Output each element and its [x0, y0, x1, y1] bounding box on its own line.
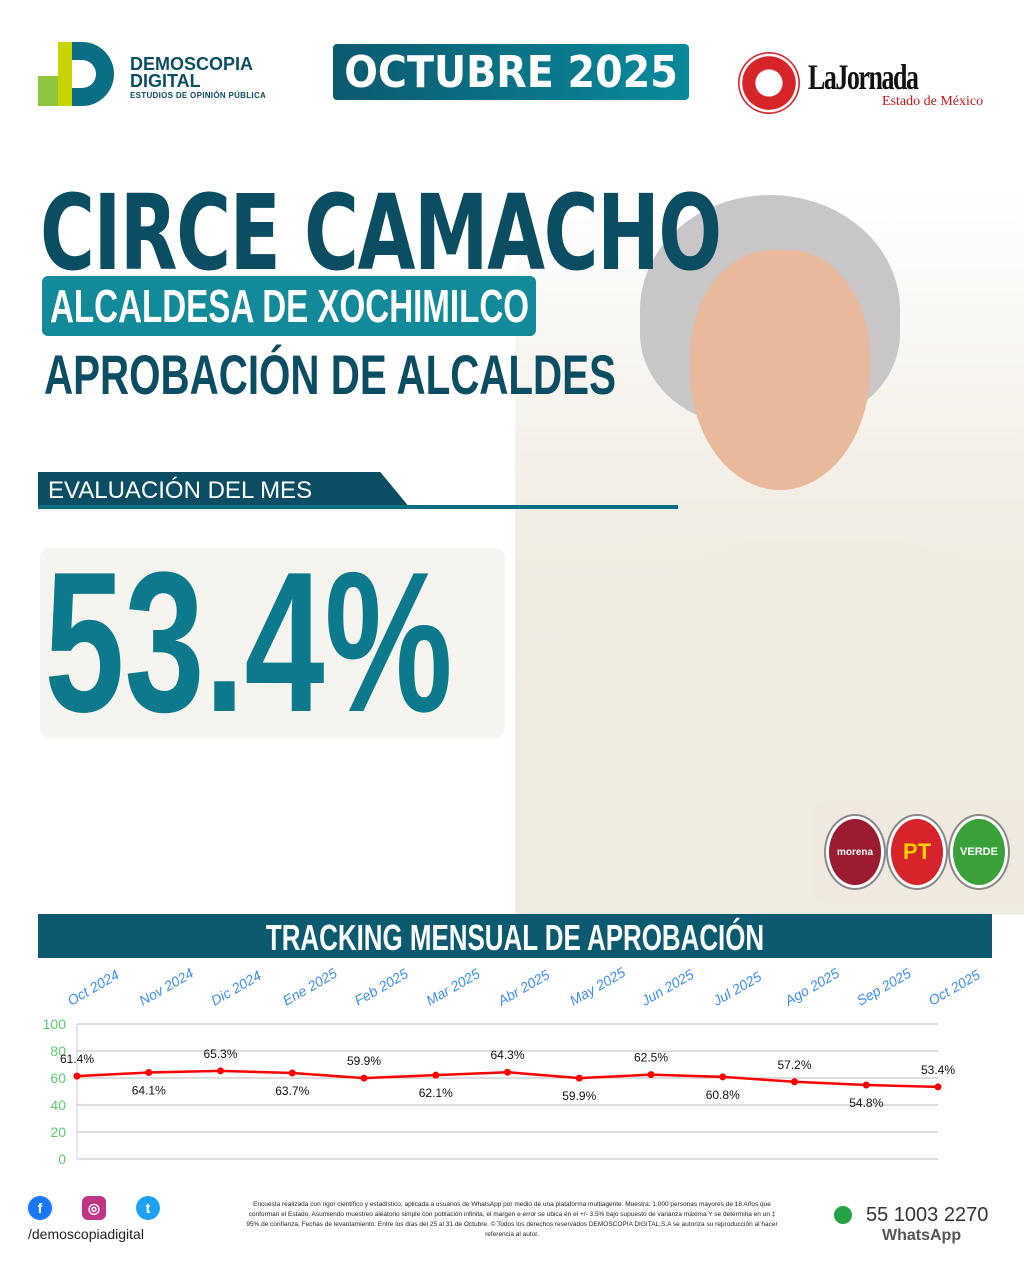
x-tick-label: Ene 2025	[280, 965, 340, 1009]
social-handle[interactable]: /demoscopiadigital	[28, 1226, 144, 1242]
x-tick-label: Jun 2025	[638, 966, 697, 1009]
data-label: 62.1%	[419, 1086, 453, 1100]
facebook-icon[interactable]: f	[28, 1196, 52, 1220]
x-tick-label: Oct 2025	[926, 966, 983, 1008]
person-name: CIRCE CAMACHO	[40, 172, 722, 294]
data-point	[360, 1074, 368, 1082]
chart-area: 0 20 40 60 80 100 Oct 2024 Nov 2024 Dic 2024 Ene …	[38, 958, 992, 1170]
data-label: 59.9%	[347, 1054, 381, 1068]
y-tick-label: 80	[50, 1043, 66, 1059]
instagram-icon[interactable]: ◎	[82, 1196, 106, 1220]
data-label: 54.8%	[849, 1096, 883, 1110]
line-chart: 0 20 40 60 80 100 Oct 2024 Nov 2024 Dic 2024 Ene …	[43, 964, 983, 1167]
chart-title: TRACKING MENSUAL DE APROBACIÓN	[38, 914, 992, 958]
pt-logo: PT	[888, 816, 946, 888]
brand-line2: DIGITAL	[130, 71, 201, 91]
x-tick-label: Abr 2025	[494, 966, 552, 1009]
role-text: ALCALDESA DE XOCHIMILCO	[50, 280, 530, 332]
x-tick-label: Dic 2024	[208, 967, 264, 1009]
data-point	[719, 1073, 727, 1081]
x-tick-label: Ago 2025	[781, 965, 842, 1009]
brand-line1: DEMOSCOPIA	[130, 54, 254, 74]
x-tick-label: Sep 2025	[854, 965, 914, 1009]
data-label: 57.2%	[777, 1058, 811, 1072]
data-label: 62.5%	[634, 1051, 668, 1065]
data-point	[288, 1069, 296, 1077]
partner-subtitle: Estado de México	[882, 94, 984, 109]
data-point	[575, 1074, 583, 1082]
x-tick-label: Nov 2024	[136, 965, 196, 1009]
disclaimer: Encuesta realizada con rigor científico …	[246, 1201, 778, 1238]
evaluation-label: EVALUACIÓN DEL MES	[38, 472, 410, 508]
data-point	[145, 1068, 153, 1076]
data-point	[791, 1078, 798, 1086]
y-tick-label: 0	[58, 1151, 66, 1167]
evaluation-value-text: 53.4%	[44, 548, 453, 738]
chart-title-text: TRACKING MENSUAL DE APROBACIÓN	[265, 917, 765, 958]
data-point	[432, 1071, 440, 1079]
divider	[38, 505, 678, 509]
morena-logo: morena	[826, 816, 884, 888]
data-point	[934, 1083, 942, 1091]
data-point	[217, 1067, 224, 1075]
party-logos: morena PT VERDE	[812, 800, 1024, 904]
portrait-face	[690, 250, 870, 490]
evaluation-value: 53.4%	[40, 548, 505, 738]
y-tick-label: 20	[50, 1124, 66, 1140]
data-label: 60.8%	[706, 1088, 740, 1102]
partner-logo: LaJornada Estado de México	[738, 52, 998, 114]
y-tick-label: 40	[50, 1097, 66, 1113]
verde-logo: VERDE	[950, 816, 1008, 888]
x-tick-label: Feb 2025	[352, 965, 411, 1009]
data-label: 64.3%	[490, 1048, 524, 1062]
sun-icon	[738, 52, 800, 114]
data-label: 61.4%	[60, 1052, 94, 1066]
brand-tagline: ESTUDIOS DE OPINIÓN PÚBLICA	[130, 91, 267, 100]
phone-number[interactable]: 55 1003 2270	[866, 1204, 989, 1226]
x-tick-label: Jul 2025	[709, 968, 764, 1009]
data-point	[73, 1072, 81, 1080]
twitter-icon[interactable]: t	[136, 1196, 160, 1220]
x-tick-label: May 2025	[567, 964, 628, 1009]
y-tick-label: 60	[50, 1070, 66, 1086]
data-label: 59.9%	[562, 1089, 596, 1103]
month-banner: OCTUBRE 2025	[333, 44, 689, 100]
section-title: APROBACIÓN DE ALCALDES	[44, 343, 616, 406]
person-role: ALCALDESA DE XOCHIMILCO	[42, 276, 536, 336]
data-point	[504, 1068, 511, 1076]
social-icons: f ◎ t	[28, 1196, 190, 1220]
brand-logo	[38, 42, 118, 106]
x-tick-label: Oct 2024	[65, 966, 122, 1008]
data-label: 65.3%	[203, 1047, 237, 1061]
data-label: 63.7%	[275, 1084, 309, 1098]
whatsapp-label: WhatsApp	[882, 1227, 962, 1244]
whatsapp-icon	[834, 1206, 852, 1224]
brand-name: DEMOSCOPIA DIGITAL ESTUDIOS DE OPINIÓN P…	[130, 54, 267, 102]
data-point	[862, 1081, 870, 1089]
partner-name: LaJornada	[808, 57, 919, 97]
data-point	[647, 1071, 655, 1079]
y-tick-label: 100	[43, 1016, 67, 1032]
data-label: 53.4%	[921, 1063, 955, 1077]
data-label: 64.1%	[132, 1083, 166, 1097]
x-tick-label: Mar 2025	[423, 965, 482, 1009]
